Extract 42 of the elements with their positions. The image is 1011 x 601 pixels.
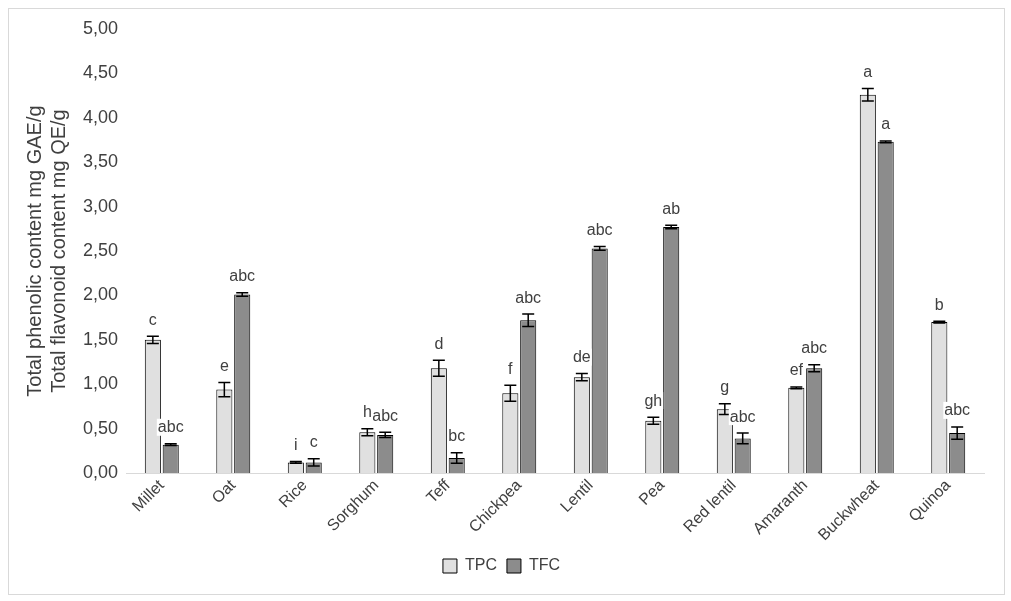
annotation: ab — [662, 199, 681, 217]
legend-label: TPC — [464, 556, 497, 574]
x-tick-label: Pea — [635, 476, 668, 509]
annotation: abc — [729, 407, 756, 425]
y-tick-label: 3,50 — [82, 151, 119, 172]
annotation: abc — [157, 418, 184, 436]
annotation: g — [720, 378, 730, 396]
annotation: i — [294, 435, 298, 453]
y-tick-label: 2,00 — [82, 284, 119, 305]
annotation: abc — [515, 288, 542, 306]
y-tick-label: 0,50 — [82, 417, 119, 438]
annotation: a — [863, 62, 873, 80]
annotation: de — [572, 348, 591, 366]
annotation: abc — [229, 267, 256, 285]
annotation: abc — [586, 221, 613, 239]
y-tick-label: 1,00 — [82, 373, 119, 394]
x-tick-label: Oat — [208, 475, 239, 507]
y-tick-label: 2,50 — [82, 240, 119, 261]
annotation: a — [881, 115, 891, 133]
y-tick-label: 0,00 — [82, 462, 119, 483]
x-tick-label: Rice — [275, 476, 311, 511]
annotation: gh — [644, 391, 663, 409]
annotation: abc — [801, 339, 828, 357]
y-tick-label: 3,00 — [82, 195, 119, 216]
y-tick-label: 1,50 — [82, 328, 119, 349]
annotation: e — [219, 356, 229, 374]
x-tick-label: Teff — [422, 475, 454, 507]
y-tick-label: 4,50 — [82, 62, 119, 83]
annotation: h — [362, 403, 372, 421]
annotation: ef — [789, 361, 804, 379]
annotation: c — [309, 433, 318, 451]
annotation: abc — [372, 406, 399, 424]
annotation: d — [434, 334, 444, 352]
y-tick-label: 5,00 — [82, 17, 119, 38]
y-axis-title: Total phenolic content mg GAE/g Total flavonoid content mg QE/g — [22, 105, 69, 397]
annotation: bc — [448, 427, 466, 445]
annotation: abc — [944, 401, 971, 419]
annotation: b — [934, 295, 944, 313]
annotation: c — [148, 310, 157, 328]
legend-label: TFC — [528, 556, 561, 574]
annotation: f — [508, 359, 514, 377]
y-tick-label: 4,00 — [82, 106, 119, 127]
